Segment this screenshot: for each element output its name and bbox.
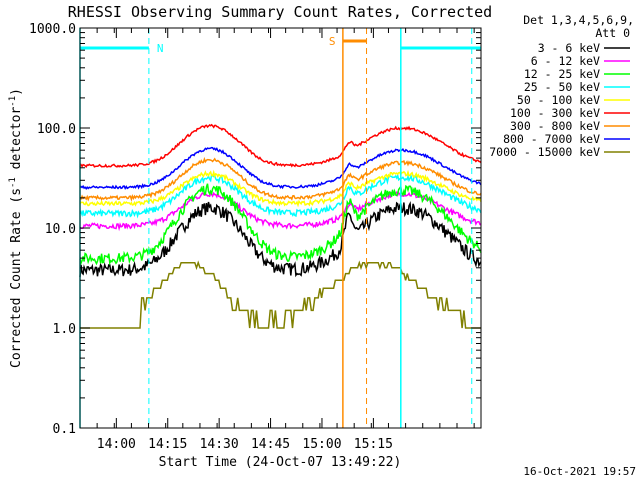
- x-tick-label: 14:15: [148, 437, 187, 452]
- series-line-9: [80, 260, 481, 329]
- y-tick-label: 100.0: [37, 122, 76, 137]
- legend-label-1: 3 - 6 keV: [538, 41, 600, 55]
- series-line-2: [79, 190, 482, 232]
- plot-frame: [79, 27, 482, 429]
- legend-label-5: 50 - 100 keV: [517, 93, 600, 107]
- legend-label-7: 300 - 800 keV: [510, 119, 600, 133]
- series-line-8: [79, 146, 482, 191]
- y-axis: 1000.0 100.0 10.0 1.0 0.1: [29, 22, 481, 437]
- x-axis-label: Start Time (24-Oct-07 13:49:22): [159, 455, 402, 470]
- legend-attenuator: Att 0: [595, 26, 630, 40]
- x-tick-label: 15:15: [354, 437, 393, 452]
- x-tick-label: 14:00: [97, 437, 136, 452]
- series-line-3: [79, 183, 482, 266]
- x-axis: 14:00 14:15 14:30 14:45 15:00 15:15: [79, 28, 475, 452]
- series-line-1: [79, 200, 482, 278]
- chart-title: RHESSI Observing Summary Count Rates, Co…: [68, 3, 492, 21]
- time-markers: NS: [79, 28, 481, 428]
- legend-label-2: 6 - 12 keV: [531, 54, 600, 68]
- x-tick-label: 14:30: [200, 437, 239, 452]
- x-tick-label: 15:00: [302, 437, 341, 452]
- y-axis-label: Corrected Count Rate (s-1 detector-1): [8, 88, 24, 368]
- series-line-5: [79, 169, 482, 208]
- legend-label-6: 100 - 300 keV: [510, 106, 600, 120]
- y-tick-label: 0.1: [53, 422, 76, 437]
- legend-label-8: 800 - 7000 keV: [503, 132, 600, 146]
- x-tick-label: 14:45: [251, 437, 290, 452]
- legend-detectors: Det 1,3,4,5,6,9,: [523, 13, 634, 27]
- saa-label: S: [329, 35, 336, 48]
- y-tick-label: 10.0: [45, 222, 76, 237]
- y-tick-label: 1.0: [53, 322, 76, 337]
- series-line-7: [79, 156, 482, 202]
- night-label: N: [157, 42, 164, 55]
- series-line-6: [79, 123, 482, 169]
- legend-label-4: 25 - 50 keV: [524, 80, 600, 94]
- y-tick-label: 1000.0: [29, 22, 76, 37]
- legend-label-9: 7000 - 15000 keV: [489, 145, 600, 159]
- legend-label-3: 12 - 25 keV: [524, 67, 600, 81]
- footer-date: 16-Oct-2021 19:57: [523, 465, 636, 478]
